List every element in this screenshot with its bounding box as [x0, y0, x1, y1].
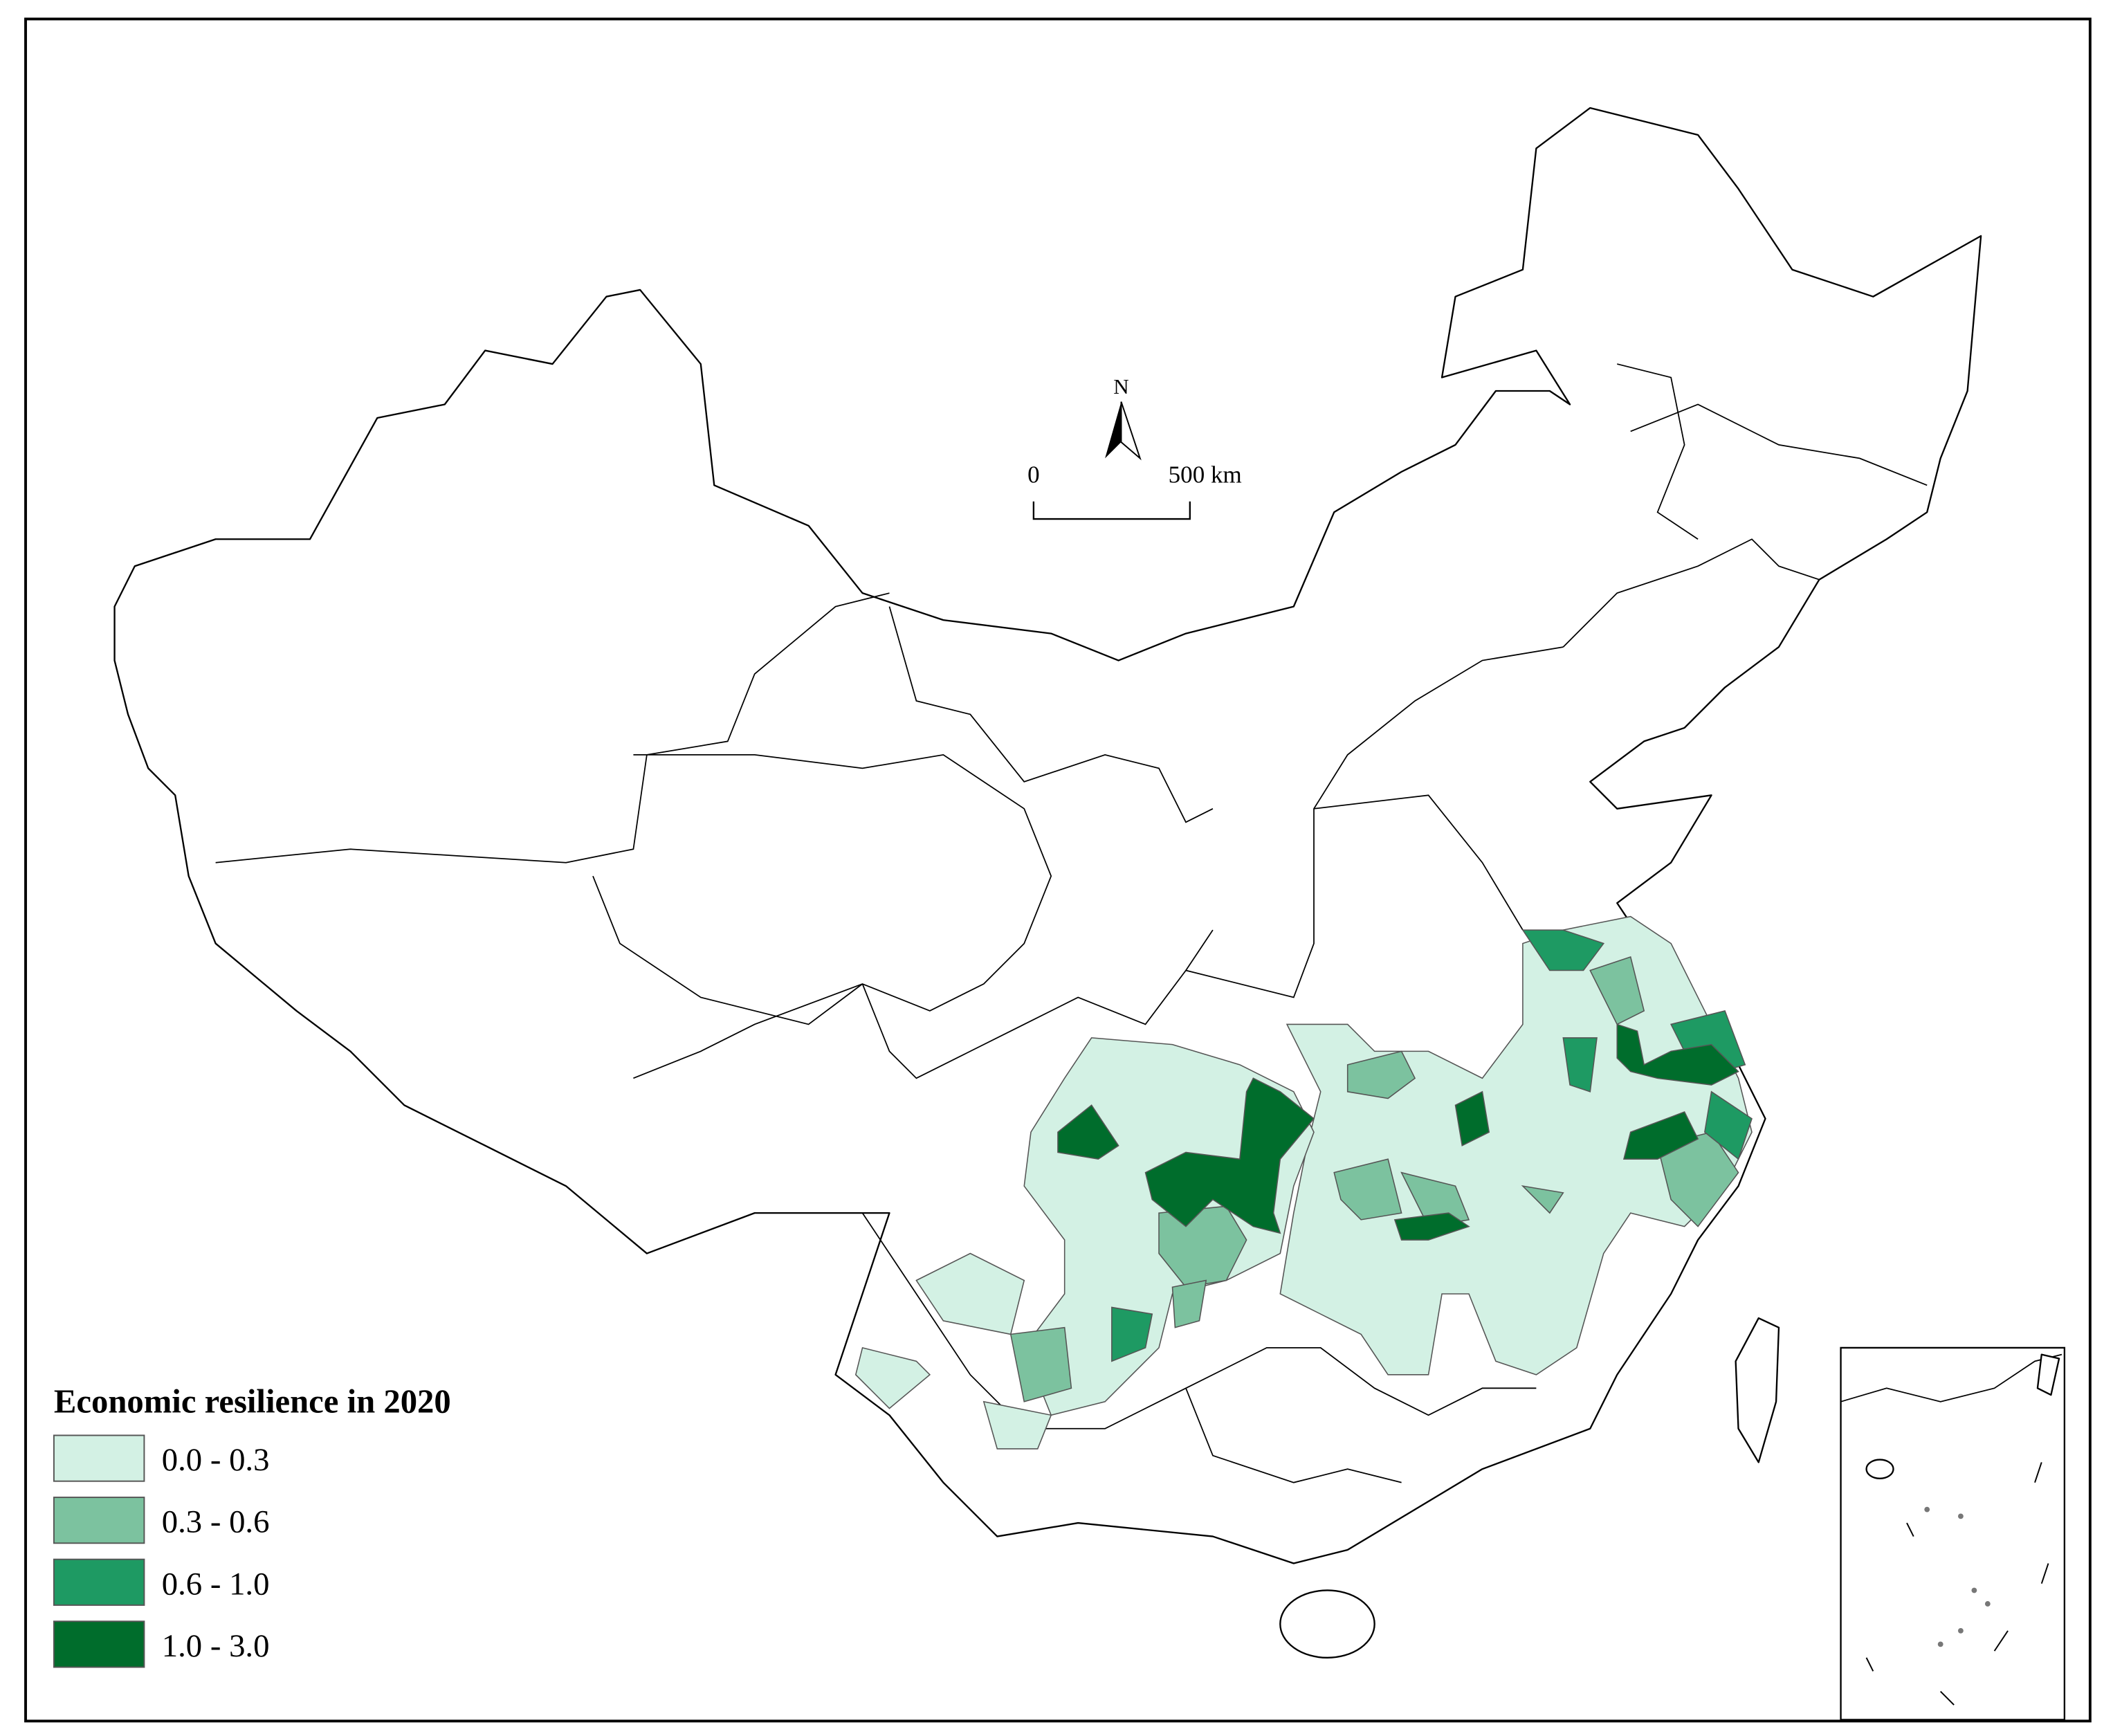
- legend-label: 0.6 - 1.0: [162, 1566, 270, 1602]
- legend-swatch: [53, 1497, 145, 1544]
- arrow-right: [1120, 401, 1142, 461]
- inset-island: [2036, 1353, 2060, 1396]
- region: [854, 1346, 931, 1409]
- legend-label: 0.0 - 0.3: [162, 1442, 270, 1478]
- legend-label: 0.3 - 0.6: [162, 1504, 270, 1540]
- region: [1521, 929, 1605, 971]
- legend-label: 1.0 - 3.0: [162, 1628, 270, 1664]
- region: [1656, 1131, 1739, 1227]
- legend-title: Economic resilience in 2020: [54, 1382, 451, 1420]
- region: [1057, 1104, 1119, 1160]
- region: [1111, 1306, 1153, 1362]
- region: [1144, 1077, 1315, 1234]
- region: [1393, 1212, 1470, 1241]
- scale-line: [1032, 501, 1191, 520]
- legend-swatch: [53, 1558, 145, 1606]
- region: [1346, 1050, 1416, 1099]
- region: [1521, 1185, 1564, 1214]
- region: [1616, 1023, 1739, 1086]
- scale-bar: 0 500 km: [1027, 461, 1242, 520]
- inset-islands: [1924, 1506, 1991, 1647]
- hainan: [1279, 1589, 1375, 1659]
- inset-frame: [1840, 1346, 2066, 1721]
- region: [1171, 1279, 1207, 1328]
- inset-map: [1840, 1346, 2066, 1721]
- region: [1454, 1090, 1490, 1146]
- region: [1009, 1326, 1072, 1402]
- taiwan: [1735, 1317, 1780, 1463]
- inset-dashes: [1865, 1462, 2049, 1706]
- scale-label: 500 km: [1169, 461, 1242, 488]
- inset-coast: [1840, 1353, 2062, 1402]
- region: [982, 1400, 1052, 1450]
- region: [1562, 1037, 1598, 1093]
- region: [1400, 1171, 1470, 1227]
- regions: [854, 915, 1753, 1450]
- legend-swatch: [53, 1434, 145, 1482]
- north-label: N: [1113, 374, 1129, 399]
- region: [1704, 1090, 1753, 1160]
- province-borders: [215, 363, 1928, 1483]
- region: [1333, 1158, 1402, 1221]
- inset-island: [1865, 1459, 1894, 1479]
- region: [1589, 956, 1645, 1025]
- region: [1622, 1111, 1699, 1160]
- legend-swatch: [53, 1620, 145, 1668]
- region: [915, 1252, 1025, 1335]
- legend: Economic resilience in 2020 0.0 - 0.3 0.3…: [53, 1382, 451, 1668]
- scale-label: 0: [1027, 461, 1040, 488]
